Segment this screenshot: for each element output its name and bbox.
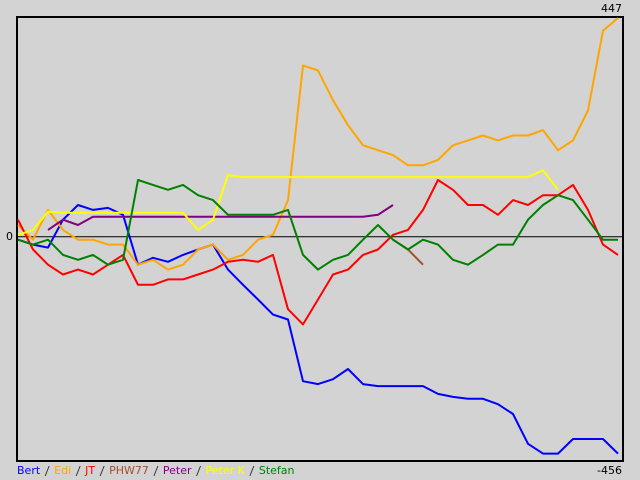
legend-entry: PHW77: [109, 464, 149, 477]
legend-separator: [99, 465, 105, 477]
legend-entry: Stefan: [259, 464, 295, 477]
y-tick-label: -456: [597, 464, 622, 477]
legend-entry: JT: [84, 464, 95, 477]
legend-separator: [196, 465, 201, 477]
series-line: [47, 204, 394, 231]
series-line: [17, 169, 559, 236]
y-tick-label: 447: [601, 2, 622, 15]
legend-entry: Edi: [54, 464, 71, 477]
legend-separator: [249, 465, 255, 477]
y-tick-label: 0: [6, 230, 13, 243]
legend-separator: [75, 465, 81, 477]
legend-separator: [44, 465, 50, 477]
series-line: [17, 179, 619, 326]
series-line: [17, 179, 618, 271]
legend-entry: Peter: [163, 464, 192, 477]
legend-separator: [153, 465, 159, 477]
legend-entry: Bert: [17, 464, 41, 477]
plot-frame: [16, 16, 624, 462]
series-line: [17, 17, 619, 271]
legend-entry: Peter K: [206, 464, 246, 477]
